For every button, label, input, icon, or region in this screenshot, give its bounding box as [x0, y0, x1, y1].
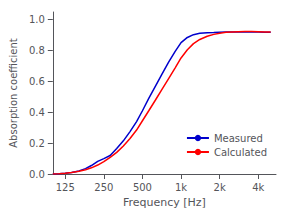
svg-text:1k: 1k — [175, 182, 187, 193]
svg-text:Measured: Measured — [214, 133, 263, 144]
svg-text:0.0: 0.0 — [29, 169, 45, 180]
svg-text:0.8: 0.8 — [29, 45, 45, 56]
svg-text:0.2: 0.2 — [29, 138, 45, 149]
svg-text:2k: 2k — [214, 182, 226, 193]
svg-text:500: 500 — [133, 182, 152, 193]
svg-text:4k: 4k — [252, 182, 264, 193]
svg-text:125: 125 — [56, 182, 75, 193]
svg-text:250: 250 — [94, 182, 113, 193]
svg-text:Absorption coefficient: Absorption coefficient — [8, 38, 19, 148]
svg-text:1.0: 1.0 — [29, 14, 45, 25]
svg-text:0.6: 0.6 — [29, 76, 45, 87]
svg-text:Calculated: Calculated — [214, 147, 267, 158]
svg-text:Frequency [Hz]: Frequency [Hz] — [123, 196, 206, 209]
svg-text:0.4: 0.4 — [29, 107, 45, 118]
